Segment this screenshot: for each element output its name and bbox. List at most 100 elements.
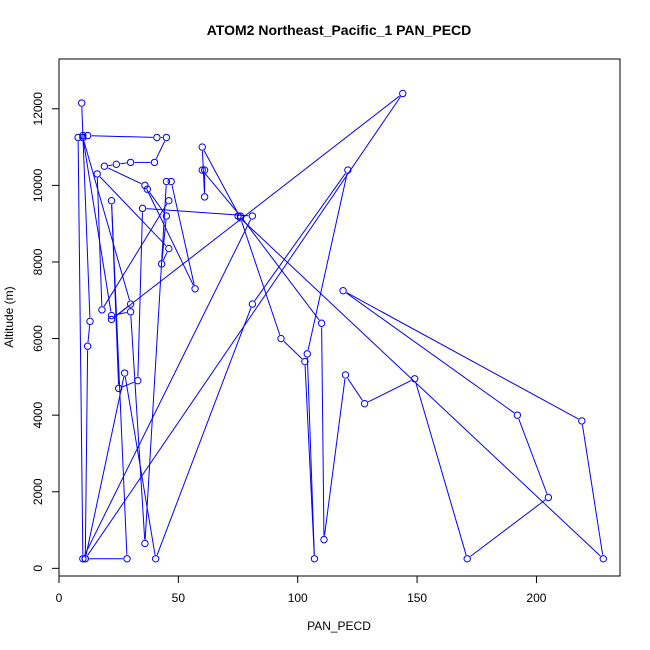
data-point [126,308,135,316]
data-point [248,212,257,220]
series-segment [85,376,125,555]
series-segment [111,204,120,385]
data-point [93,170,101,178]
series-segment [324,378,346,536]
data-point [141,181,149,190]
data-point [399,89,407,98]
data-point [79,131,87,140]
series-segment [84,219,252,556]
y-tick-label: 8000 [31,248,45,275]
data-point [303,350,311,358]
series-segment [84,350,89,555]
series-segment [120,162,127,165]
y-tick-label: 2000 [31,478,45,505]
data-point [83,131,92,140]
data-point [344,166,352,174]
data-point [578,417,586,425]
series-segment [171,185,195,285]
series-segment [96,177,103,306]
data-point [162,133,171,142]
data-point [463,555,471,563]
series-segment [415,382,467,556]
data-point [77,99,86,107]
data-point [126,158,135,167]
data-point [157,260,166,268]
data-point [165,196,173,205]
series-segment [581,424,604,555]
series-segment [161,219,167,260]
series-segment [144,185,167,540]
series-segment [201,151,205,193]
series-segment [103,203,168,307]
data-point [167,177,175,186]
series-segment [87,325,91,343]
series-segment [367,380,412,403]
data-point [236,214,245,222]
data-point [320,535,328,544]
series-segment [99,176,167,247]
data-point [153,133,161,142]
data-point [107,311,116,320]
data-point [79,555,87,563]
data-point [198,143,206,151]
y-axis: 0 2000 4000 6000 8000 10000 12000 [31,92,60,572]
data-point [310,555,319,563]
data-point [81,555,89,563]
data-point [301,357,309,366]
series-segment [241,221,281,335]
data-point [410,375,419,383]
data-point [112,160,120,169]
x-axis-label: PAN_PECD [307,619,371,633]
series-segment [83,141,130,301]
data-point [513,411,522,419]
series-segment [347,377,363,401]
data-point [83,342,92,350]
series-segment [203,150,239,215]
data-point [126,300,135,308]
data-point [277,334,285,343]
y-tick-label: 6000 [31,325,45,352]
chart-title: ATOM2 Northeast_Pacific_1 PAN_PECD [207,22,472,38]
x-tick-label: 200 [526,591,546,605]
x-tick-label: 50 [172,591,186,605]
data-point [86,317,94,326]
series-segment [242,218,320,321]
data-point [114,384,123,393]
data-point [200,193,209,201]
data-point [248,300,257,308]
series-layer [74,89,607,563]
series-2 [93,170,173,314]
series-segment [470,499,546,557]
y-tick-label: 4000 [31,401,45,428]
series-1 [74,89,607,563]
series-segment [124,376,156,555]
series-segment [108,164,113,167]
series-segment [91,135,153,138]
data-point [162,177,171,186]
data-point [165,244,173,253]
data-point [599,555,607,563]
series-segment [114,95,400,318]
series-segment [162,251,168,261]
data-point [191,285,199,293]
x-tick-label: 100 [288,591,308,605]
data-point [107,196,116,205]
data-point [100,162,109,170]
data-point [79,133,87,142]
series-segment [307,173,348,351]
data-point [107,315,116,324]
data-point [339,286,347,295]
data-point [198,166,206,174]
series-segment [146,188,194,286]
series-segment [254,173,346,302]
y-tick-label: 0 [31,565,45,572]
data-point [143,185,152,193]
y-tick-label: 12000 [31,92,45,126]
x-axis: 0 50 100 150 200 [56,575,547,605]
data-point [236,212,245,220]
series-segment [122,381,135,388]
data-point [360,399,369,408]
series-segment [518,418,548,494]
data-point [141,539,149,548]
